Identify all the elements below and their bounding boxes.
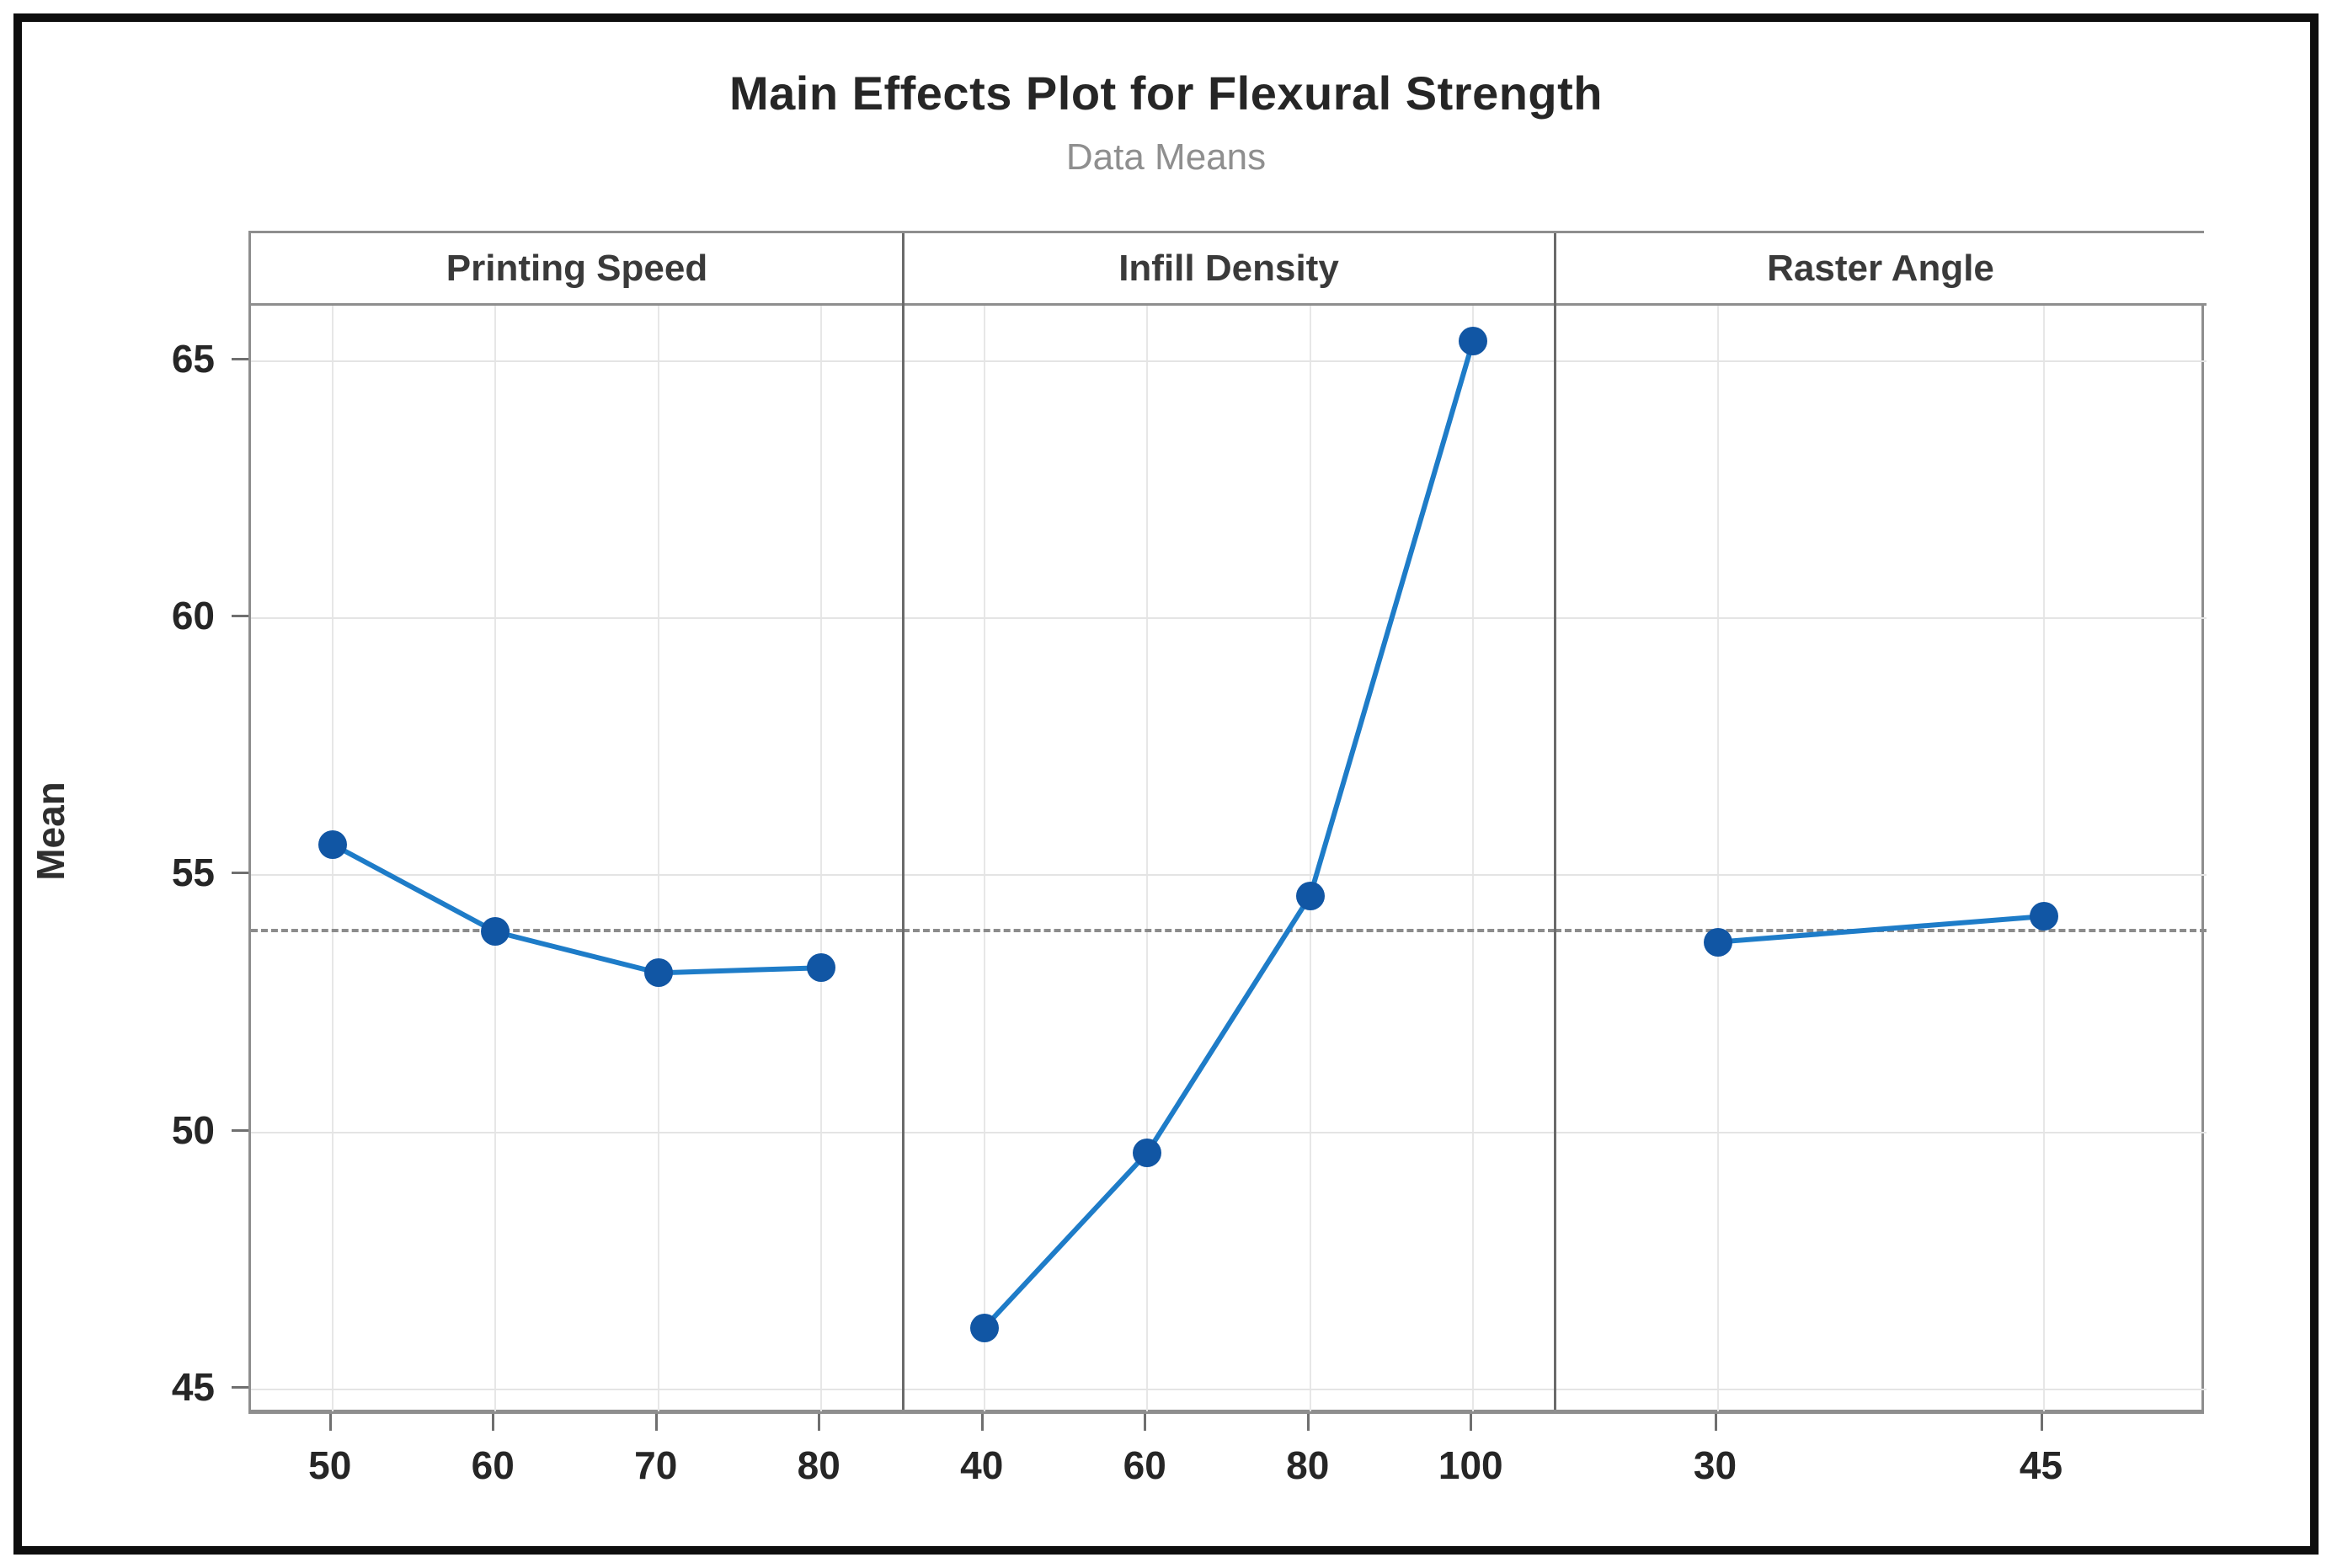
panel-body-printing-speed — [251, 306, 903, 1411]
horizontal-gridline — [251, 617, 903, 620]
y-tick-mark — [232, 615, 248, 618]
horizontal-gridline — [1555, 360, 2207, 362]
plot-frame: Printing Speed Infill Density Raster Angle — [248, 231, 2207, 1414]
y-tick-label: 60 — [171, 594, 215, 638]
x-tick-label: 80 — [1286, 1443, 1330, 1487]
y-tick-label: 45 — [171, 1364, 215, 1409]
data-point — [1295, 881, 1325, 910]
horizontal-gridline — [903, 874, 1555, 877]
horizontal-gridline — [1555, 874, 2207, 877]
horizontal-gridline — [251, 874, 903, 877]
data-point — [1459, 326, 1488, 355]
data-point — [1133, 1138, 1162, 1167]
data-point — [2029, 902, 2058, 931]
series-line-infill-density — [903, 306, 1555, 1411]
x-tick-label: 80 — [797, 1443, 840, 1487]
y-axis-label: Mean — [29, 781, 72, 881]
data-point — [481, 917, 510, 947]
panel-header-infill-density: Infill Density — [903, 233, 1555, 306]
vertical-gridline — [1146, 306, 1149, 1411]
y-tick-mark — [232, 872, 248, 875]
horizontal-gridline — [251, 360, 903, 362]
chart-subtitle: Data Means — [1065, 136, 1267, 178]
x-tick-mark — [492, 1414, 495, 1431]
vertical-gridline — [494, 306, 497, 1411]
y-tick-label: 50 — [171, 1107, 215, 1152]
grand-mean-reference-line — [251, 929, 903, 933]
data-point — [1703, 927, 1732, 957]
x-tick-mark — [1714, 1414, 1717, 1431]
vertical-gridline — [2042, 306, 2045, 1411]
panel-header-printing-speed: Printing Speed — [251, 233, 903, 306]
x-tick-mark — [980, 1414, 984, 1431]
y-tick-mark — [232, 1385, 248, 1389]
x-tick-mark — [1470, 1414, 1473, 1431]
x-tick-mark — [1306, 1414, 1310, 1431]
vertical-gridline — [983, 306, 985, 1411]
x-tick-label: 60 — [471, 1443, 515, 1487]
horizontal-gridline — [251, 1131, 903, 1133]
y-tick-mark — [232, 1128, 248, 1132]
y-tick-label: 55 — [171, 851, 215, 895]
vertical-gridline — [1309, 306, 1311, 1411]
horizontal-gridline — [251, 1388, 903, 1390]
horizontal-gridline — [903, 1388, 1555, 1390]
horizontal-gridline — [1555, 617, 2207, 620]
chart-title: Main Effects Plot for Flexural Strength — [729, 67, 1603, 120]
series-line-printing-speed — [251, 306, 903, 1411]
x-tick-mark — [2040, 1414, 2043, 1431]
x-tick-label: 60 — [1123, 1443, 1166, 1487]
data-point — [969, 1313, 999, 1342]
x-tick-label: 45 — [2019, 1443, 2063, 1487]
series-line-raster-angle — [1555, 306, 2207, 1411]
y-tick-label: 65 — [171, 336, 215, 381]
x-tick-label: 50 — [308, 1443, 352, 1487]
y-tick-mark — [232, 357, 248, 360]
x-tick-label: 40 — [960, 1443, 1004, 1487]
vertical-gridline — [820, 306, 823, 1411]
horizontal-gridline — [903, 1131, 1555, 1133]
data-point — [643, 958, 673, 988]
x-tick-mark — [328, 1414, 332, 1431]
vertical-gridline — [657, 306, 659, 1411]
x-tick-mark — [1144, 1414, 1147, 1431]
x-tick-label: 70 — [634, 1443, 678, 1487]
data-point — [807, 953, 836, 983]
x-tick-label: 100 — [1438, 1443, 1503, 1487]
x-tick-label: 30 — [1693, 1443, 1737, 1487]
vertical-gridline — [1716, 306, 1719, 1411]
panel-divider — [902, 233, 905, 1410]
horizontal-gridline — [1555, 1388, 2207, 1390]
horizontal-gridline — [1555, 1131, 2207, 1133]
x-tick-mark — [654, 1414, 658, 1431]
x-tick-mark — [818, 1414, 821, 1431]
panel-divider — [1554, 233, 1556, 1410]
panel-body-infill-density — [903, 306, 1555, 1411]
panel-body-raster-angle — [1555, 306, 2207, 1411]
grand-mean-reference-line — [903, 929, 1555, 933]
vertical-gridline — [1472, 306, 1475, 1411]
horizontal-gridline — [903, 617, 1555, 620]
data-point — [318, 829, 347, 859]
horizontal-gridline — [903, 360, 1555, 362]
panel-header-raster-angle: Raster Angle — [1555, 233, 2207, 306]
